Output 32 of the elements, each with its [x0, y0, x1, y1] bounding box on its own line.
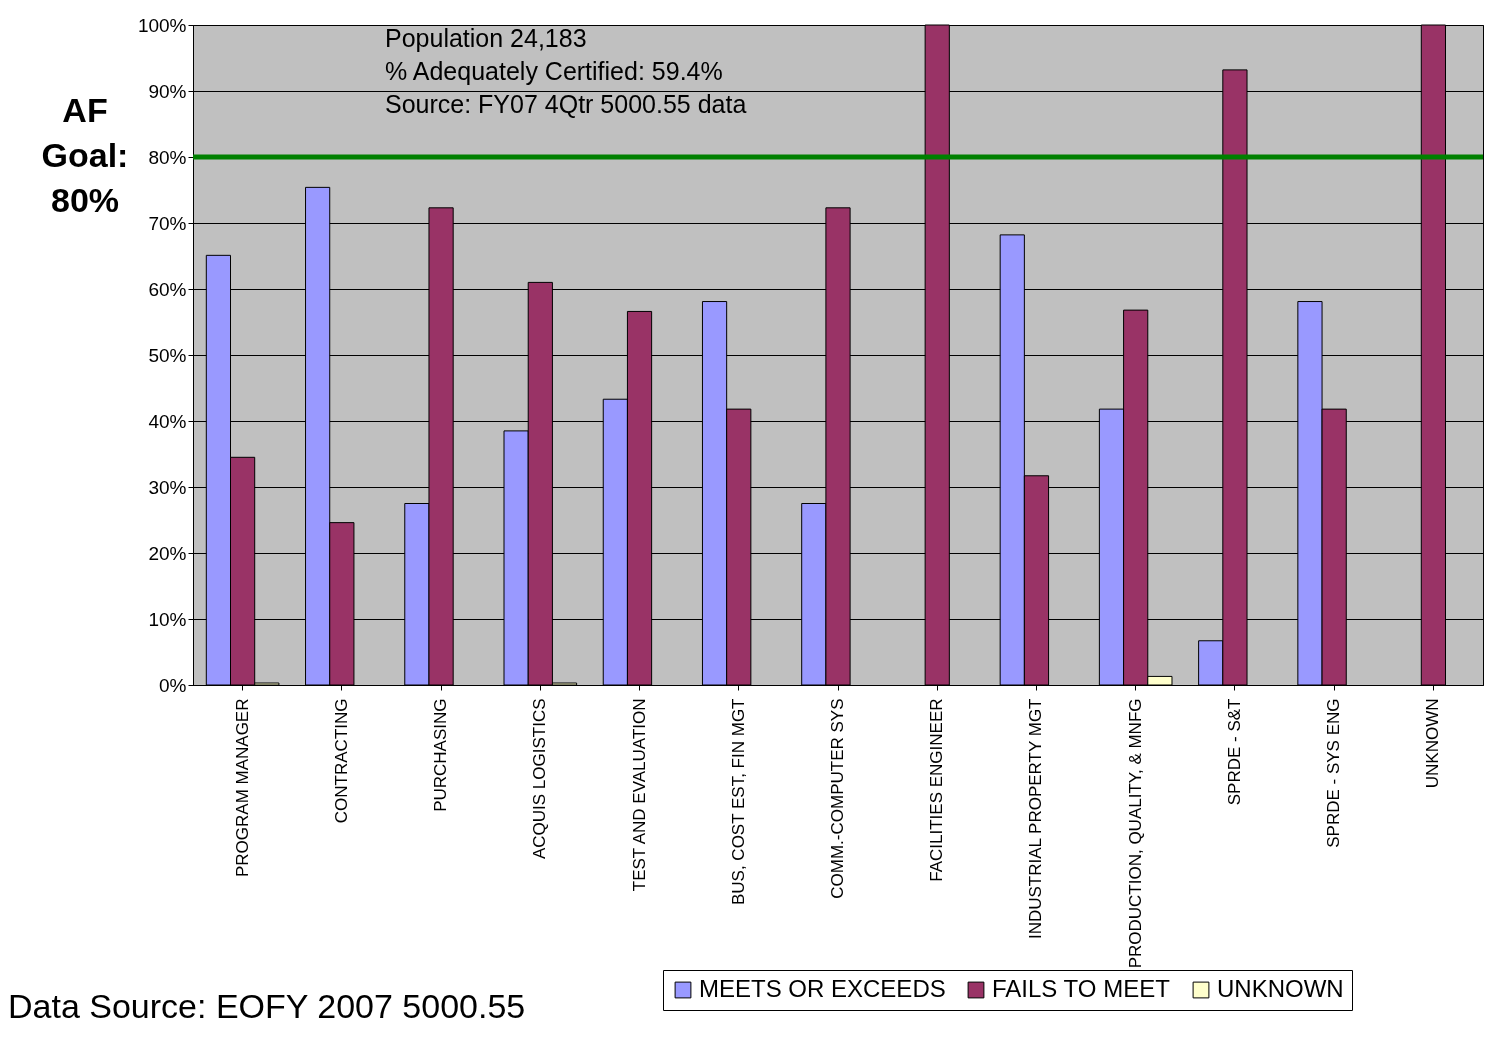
x-tick-label: SPRDE - SYS ENG: [1324, 698, 1344, 848]
legend-label: UNKNOWN: [1217, 975, 1344, 1002]
x-tick-label: CONTRACTING: [331, 698, 351, 824]
x-tick-label: PRODUCTION, QUALITY, & MNFG: [1125, 698, 1145, 969]
annotation: % Adequately Certified: 59.4%: [385, 57, 723, 85]
legend-label: MEETS OR EXCEEDS: [699, 975, 946, 1002]
y-tick-label: 20%: [148, 542, 187, 564]
legend-label: FAILS TO MEET: [992, 975, 1171, 1002]
y-tick-label: 30%: [148, 476, 187, 498]
y-tick-label: 70%: [148, 212, 187, 234]
source-note: Data Source: EOFY 2007 5000.55: [8, 987, 526, 1025]
x-tick-label: UNKNOWN: [1423, 698, 1443, 789]
annotation: Population 24,183: [385, 24, 587, 52]
x-tick-label: INDUSTRIAL PROPERTY MGT: [1026, 698, 1046, 940]
y-tick-label: 90%: [148, 80, 187, 102]
ref-line-label: AF Goal: 80%: [41, 91, 129, 219]
x-tick-label: ACQUIS LOGISTICS: [530, 698, 550, 860]
x-tick-label: PROGRAM MANAGER: [232, 698, 252, 878]
y-tick-label: 10%: [148, 608, 187, 630]
y-tick-label: 40%: [148, 410, 187, 432]
x-tick-label: TEST AND EVALUATION: [629, 698, 649, 892]
y-tick-label: 80%: [148, 146, 187, 168]
x-tick-label: SPRDE - S&T: [1224, 698, 1244, 806]
y-tick-label: 0%: [159, 674, 187, 696]
x-tick-label: BUS, COST EST, FIN MGT: [728, 698, 748, 906]
y-tick-label: 50%: [148, 344, 187, 366]
x-tick-label: FACILITIES ENGINEER: [927, 698, 947, 882]
y-tick-label: 100%: [137, 14, 187, 36]
x-tick-label: COMM.-COMPUTER SYS: [828, 698, 847, 899]
y-tick-label: 60%: [148, 278, 187, 300]
x-tick-label: PURCHASING: [431, 698, 451, 812]
annotation: Source: FY07 4Qtr 5000.55 data: [385, 90, 747, 118]
